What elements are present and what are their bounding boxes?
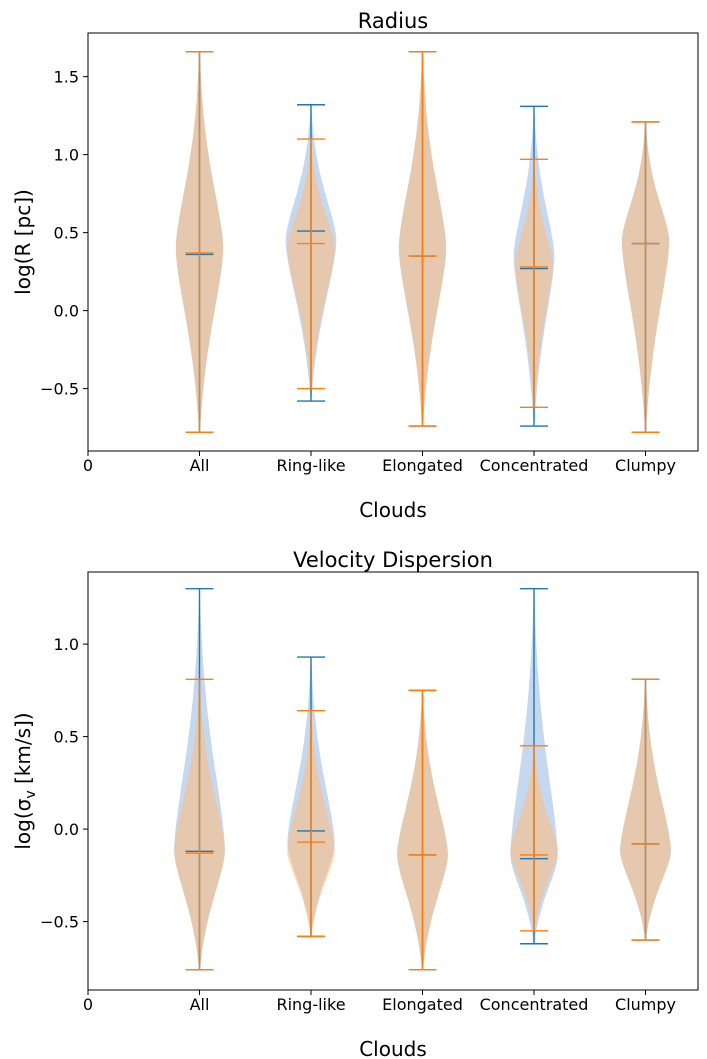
x-tick-label: Ring-like [276,995,345,1014]
radius-violins [175,51,670,433]
y-tick-label: 0.0 [54,302,79,321]
velocity-y-label-subscript: v [23,790,39,798]
x-tick-label: All [190,456,210,475]
velocity-x-ticks: 0 All Ring-like Elongated Concentrated Clumpy [83,990,676,1014]
radius-y-ticks: 1.5 1.0 0.5 0.0 −0.5 [40,68,88,399]
x-tick-label: 0 [83,995,93,1014]
radius-panel: 1.5 1.0 0.5 0.0 −0.5 0 All Ring-like Elongated C… [11,9,699,522]
y-tick-label: 1.0 [54,635,79,654]
x-tick-label: 0 [83,456,93,475]
y-tick-label: −0.5 [40,380,79,399]
y-tick-label: −0.5 [40,913,79,932]
velocity-y-label-main: log(σ [11,798,35,849]
velocity-title: Velocity Dispersion [293,548,493,572]
radius-x-ticks: 0 All Ring-like Elongated Concentrated Clumpy [83,451,676,475]
x-tick-label: Elongated [382,995,463,1014]
velocity-y-ticks: 1.0 0.5 0.0 −0.5 [40,635,88,932]
x-tick-label: All [190,995,210,1014]
x-tick-label: Clumpy [615,456,676,475]
y-tick-label: 1.0 [54,146,79,165]
y-tick-label: 0.0 [54,820,79,839]
x-tick-label: Ring-like [276,456,345,475]
y-tick-label: 0.5 [54,728,79,747]
radius-title: Radius [358,9,428,33]
y-tick-label: 1.5 [54,68,79,87]
velocity-y-label-tail: [km/s]) [11,712,35,790]
y-tick-label: 0.5 [54,224,79,243]
x-tick-label: Concentrated [480,456,589,475]
x-tick-label: Clumpy [615,995,676,1014]
x-tick-label: Elongated [382,456,463,475]
radius-y-label: log(R [pc]) [11,189,35,295]
velocity-plot-frame [87,571,699,991]
velocity-dispersion-panel: 1.0 0.5 0.0 −0.5 0 All Ring-like Elongated Conc… [11,548,699,1059]
velocity-x-label: Clouds [359,1037,427,1059]
velocity-violins [174,587,671,971]
velocity-y-label: log(σv [km/s]) [11,712,39,849]
radius-x-label: Clouds [359,498,427,522]
x-tick-label: Concentrated [480,995,589,1014]
